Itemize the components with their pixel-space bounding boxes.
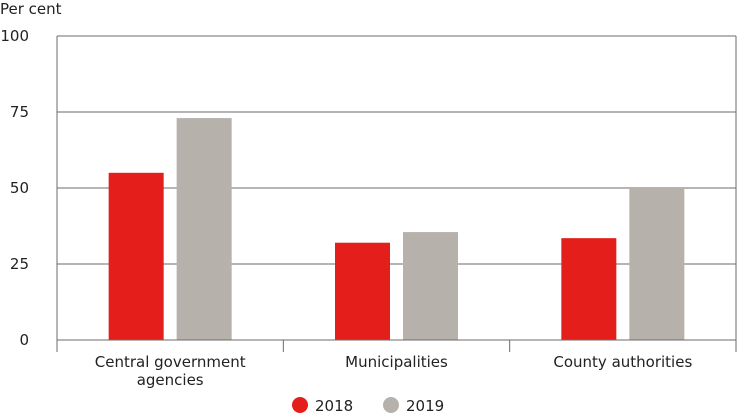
y-tick-label: 0 <box>19 331 29 349</box>
bars <box>108 118 685 340</box>
legend-label-2018: 2018 <box>315 397 353 415</box>
y-tick-label: 50 <box>10 179 29 197</box>
y-tick-label: 75 <box>10 103 29 121</box>
bar-2019-2 <box>629 188 685 340</box>
y-tick-label: 25 <box>10 255 29 273</box>
legend-marker-2019 <box>383 397 399 413</box>
x-tick-label: County authorities <box>553 353 692 371</box>
x-tick-label: agencies <box>137 371 204 389</box>
bar-2019-1 <box>403 232 458 340</box>
y-axis-ticks: 0 25 50 75 100 <box>0 27 29 349</box>
legend-label-2019: 2019 <box>406 397 444 415</box>
legend: 2018 2019 <box>292 397 444 415</box>
bar-2018-0 <box>108 172 164 340</box>
legend-marker-2018 <box>292 397 308 413</box>
bar-2018-1 <box>335 242 390 340</box>
y-tick-label: 100 <box>0 27 29 45</box>
x-tick-label: Municipalities <box>345 353 448 371</box>
x-tick-label: Central government <box>95 353 246 371</box>
y-axis-unit-label: Per cent <box>0 0 62 18</box>
bar-2018-2 <box>561 238 617 340</box>
bar-2019-0 <box>176 118 232 340</box>
